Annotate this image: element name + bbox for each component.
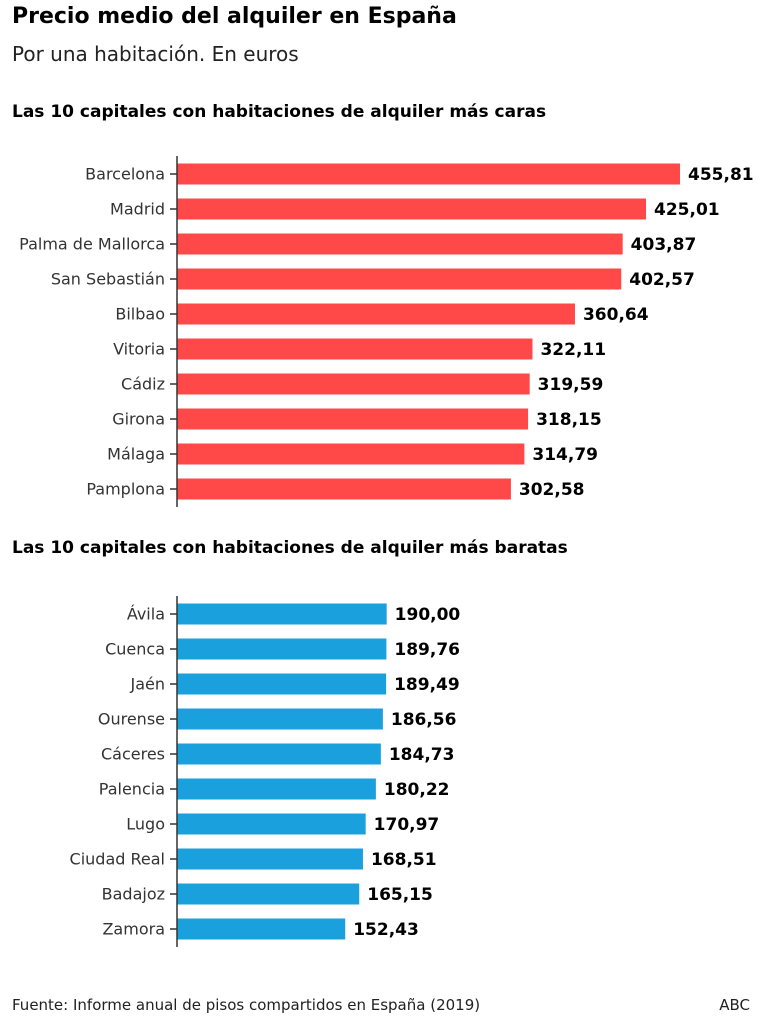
cheap-category-label: Zamora [102, 920, 165, 939]
cheap-value-label: 189,76 [394, 640, 460, 660]
expensive-category-label: San Sebastián [51, 270, 165, 289]
cheap-category-label: Lugo [126, 815, 165, 834]
expensive-bar [177, 233, 623, 255]
cheap-category-label: Jaén [129, 675, 165, 694]
expensive-value-label: 319,59 [538, 375, 604, 395]
expensive-category-label: Bilbao [115, 305, 165, 324]
cheap-bar [177, 813, 366, 835]
expensive-value-label: 302,58 [519, 480, 585, 500]
expensive-category-label: Madrid [110, 200, 165, 219]
cheap-category-label: Badajoz [102, 885, 165, 904]
cheap-bar [177, 918, 346, 940]
cheap-value-label: 190,00 [395, 605, 461, 625]
cheap-value-label: 189,49 [394, 675, 460, 695]
expensive-bar [177, 408, 529, 430]
expensive-bar [177, 303, 575, 325]
cheap-value-label: 165,15 [367, 885, 433, 905]
cheap-bar [177, 848, 363, 870]
expensive-value-label: 314,79 [532, 445, 598, 465]
cheap-bar [177, 603, 387, 625]
cheap-bar-chart: Ávila 190,00 Cuenca 189,76 Jaén 189,49 Ourense… [70, 596, 461, 947]
expensive-bar [177, 163, 680, 185]
expensive-value-label: 403,87 [631, 235, 697, 255]
cheap-category-label: Ávila [127, 605, 165, 624]
expensive-category-label: Girona [112, 410, 165, 429]
chart-title: Precio medio del alquiler en España [12, 4, 457, 29]
source-note: Fuente: Informe anual de pisos compartid… [12, 996, 481, 1014]
cheap-value-label: 186,56 [391, 710, 457, 730]
expensive-bar [177, 338, 533, 360]
expensive-value-label: 360,64 [583, 305, 649, 325]
cheap-value-label: 152,43 [353, 920, 419, 940]
chart-subtitle: Por una habitación. En euros [12, 42, 299, 66]
cheap-value-label: 180,22 [384, 780, 450, 800]
expensive-value-label: 425,01 [654, 200, 720, 220]
cheap-section-title: Las 10 capitales con habitaciones de alq… [12, 538, 568, 558]
cheap-category-label: Cuenca [105, 640, 165, 659]
cheap-value-label: 170,97 [374, 815, 440, 835]
expensive-category-label: Cádiz [121, 375, 165, 394]
cheap-category-label: Palencia [99, 780, 165, 799]
cheap-bar [177, 743, 381, 765]
cheap-bar [177, 883, 360, 905]
cheap-bar [177, 708, 383, 730]
expensive-category-label: Málaga [107, 445, 165, 464]
expensive-value-label: 455,81 [688, 165, 754, 185]
cheap-value-label: 184,73 [389, 745, 455, 765]
expensive-value-label: 318,15 [536, 410, 602, 430]
cheap-bar [177, 778, 376, 800]
expensive-bar [177, 268, 622, 290]
cheap-category-label: Cáceres [101, 745, 165, 764]
expensive-bar [177, 198, 647, 220]
cheap-value-label: 168,51 [371, 850, 437, 870]
expensive-category-label: Barcelona [85, 165, 165, 184]
expensive-category-label: Palma de Mallorca [19, 235, 165, 254]
cheap-bar [177, 638, 387, 660]
expensive-bar [177, 373, 530, 395]
expensive-bar [177, 478, 511, 500]
expensive-bar [177, 443, 525, 465]
brand-label: ABC [719, 996, 750, 1014]
expensive-value-label: 402,57 [629, 270, 695, 290]
expensive-bar-chart: Barcelona 455,81 Madrid 425,01 Palma de Mall… [19, 156, 754, 507]
cheap-category-label: Ourense [98, 710, 165, 729]
expensive-category-label: Vitoria [113, 340, 165, 359]
cheap-bar [177, 673, 387, 695]
cheap-category-label: Ciudad Real [70, 850, 165, 869]
expensive-category-label: Pamplona [86, 480, 165, 499]
expensive-section-title: Las 10 capitales con habitaciones de alq… [12, 102, 547, 122]
expensive-value-label: 322,11 [540, 340, 606, 360]
